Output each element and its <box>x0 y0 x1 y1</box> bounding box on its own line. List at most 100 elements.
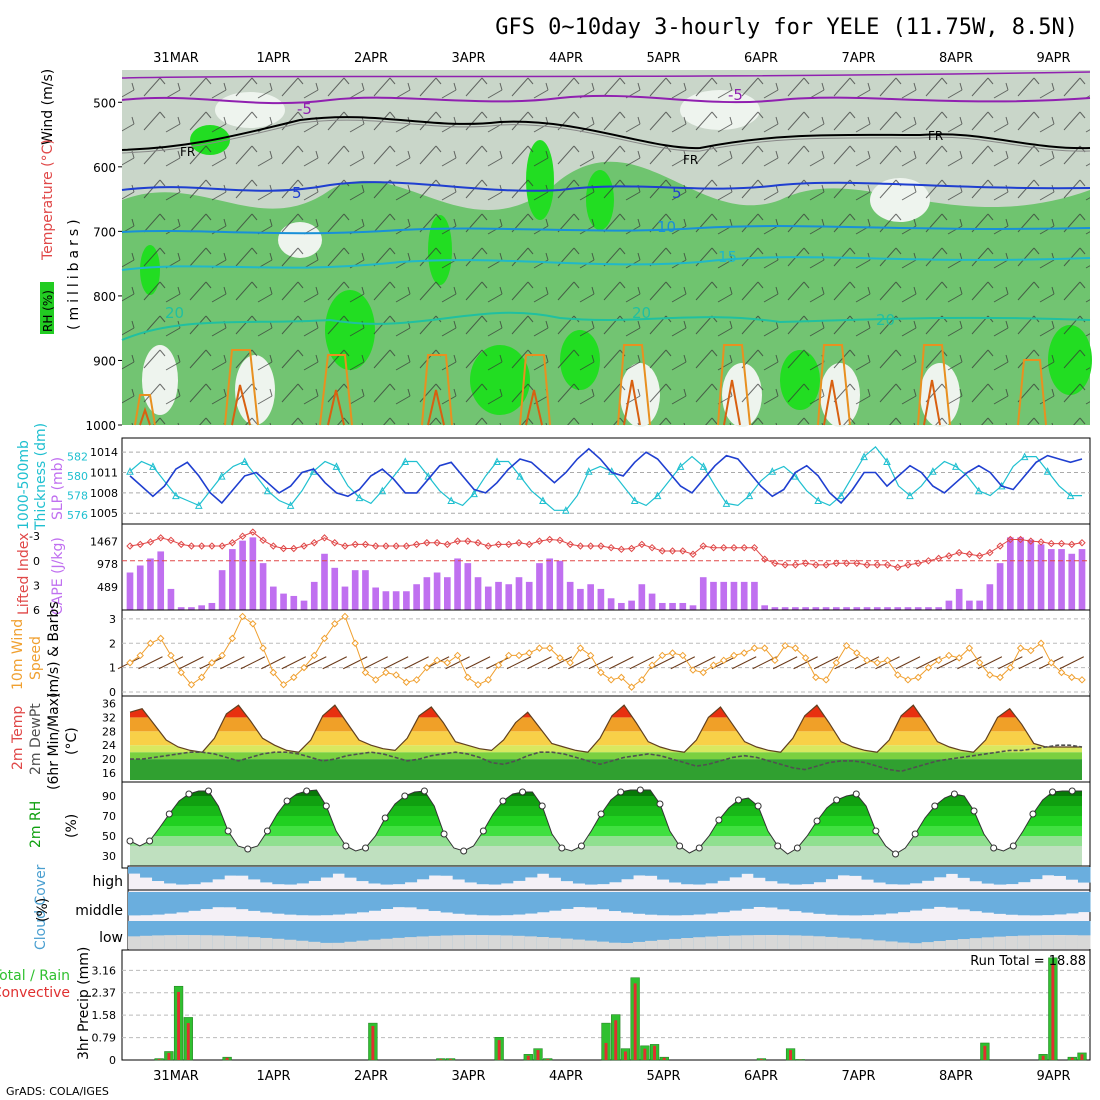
cape-bar <box>935 607 943 610</box>
cloud-middle-bar <box>428 892 442 911</box>
temp-unit-label: (°C) <box>64 727 80 755</box>
cloud-middle-bar <box>176 892 189 913</box>
wind-speed-line <box>129 615 1083 688</box>
cloud-low-bar <box>885 941 899 949</box>
cloud-high-bar <box>945 867 959 874</box>
wind-barb <box>916 656 941 670</box>
contour-label: 10 <box>657 218 676 236</box>
lifted-index-marker <box>371 542 380 550</box>
precip-convective-bar <box>546 1059 550 1060</box>
wind-speed-marker <box>597 668 605 677</box>
pressure-tick-label: 500 <box>93 96 116 110</box>
rh-marker <box>636 786 644 794</box>
cloud-cover-label: Cloud Cover <box>33 864 49 950</box>
cloud-low-bar <box>476 935 490 949</box>
lifted-index-marker <box>597 542 605 550</box>
wind-10m-label: 10m Wind <box>10 619 26 690</box>
cape-bar <box>658 602 666 610</box>
cloud-low-bar <box>873 940 887 949</box>
convective-label: Convective <box>0 985 70 1001</box>
lifted-index-marker <box>914 559 922 567</box>
thickness-marker <box>401 457 410 465</box>
cloud-high-bar <box>476 867 490 885</box>
cloud-middle-bar <box>789 892 802 912</box>
thickness-marker <box>699 462 708 470</box>
cape-bar <box>188 607 195 610</box>
cloud-middle-bar <box>200 892 213 910</box>
stability-frame <box>121 523 1091 611</box>
cloud-high-bar <box>933 867 947 878</box>
thickness-marker <box>263 486 272 495</box>
cloud-low-bg <box>320 921 333 949</box>
cape-tick-label: 978 <box>97 558 118 571</box>
date-label: 4APR <box>549 51 583 66</box>
cloud-low-bar <box>729 935 742 949</box>
cloud-middle-bar <box>729 892 742 911</box>
temp-tick-label: 36 <box>102 697 116 710</box>
cloud-low-bar <box>705 936 718 949</box>
cloud-low-bar <box>717 935 730 949</box>
cloud-middle-bar <box>476 892 490 916</box>
date-label: 7APR <box>841 1069 875 1084</box>
wind-barb-overlay <box>122 70 1090 425</box>
wind-speed-marker <box>812 673 820 682</box>
rh-marker <box>597 810 605 818</box>
cloud-low-bar <box>176 935 189 949</box>
cloud-high-bar <box>308 867 321 881</box>
lifted-index-marker <box>1078 539 1086 547</box>
lifted-index-marker <box>412 540 421 549</box>
cloud-low-bar <box>969 938 983 949</box>
precip-convective-bar <box>614 1020 618 1060</box>
rh-band <box>130 806 1082 816</box>
lifted-index-marker <box>453 537 462 545</box>
cloud-high-bar <box>128 867 141 874</box>
rh-marker <box>558 844 566 852</box>
rh-marker <box>676 842 684 850</box>
pressure-tick-label: 800 <box>93 290 116 304</box>
lifted-index-marker <box>668 547 677 555</box>
rh-marker <box>420 787 428 795</box>
rh-label: RH (%) <box>41 290 55 332</box>
wind-barb <box>261 656 286 670</box>
cape-bar <box>1047 549 1055 610</box>
rh-marker <box>479 827 487 835</box>
wind-speed-marker <box>709 661 718 669</box>
cloud-low-bar <box>801 935 814 949</box>
wind-barb <box>506 656 532 670</box>
cloud-high-bar <box>392 867 406 885</box>
wind-speed-marker <box>341 612 349 621</box>
cloud-middle-bar <box>669 892 682 916</box>
lifted-index-marker <box>341 542 349 550</box>
cloud-high-bar <box>1041 867 1055 876</box>
precip-convective-bar <box>526 1055 530 1060</box>
cloud-low-bar <box>200 935 213 949</box>
wind-barb <box>465 656 491 670</box>
cape-bar <box>556 560 564 610</box>
cloud-low-bar <box>633 941 646 949</box>
rh-marker <box>499 797 507 805</box>
rh-marker <box>165 810 173 818</box>
lifted-index-marker <box>545 535 554 544</box>
cloud-high-bar <box>164 867 177 884</box>
precip-plot: 0 0.79 1.58 2.37 3.16 <box>92 957 1090 1067</box>
cape-bar <box>648 593 656 610</box>
cloud-low-bar <box>945 940 959 949</box>
cloud-low-bar <box>1029 935 1043 949</box>
wind-speed-marker <box>484 676 492 684</box>
cloud-middle-bar <box>909 892 923 911</box>
cloud-high-bar <box>645 867 658 876</box>
cloud-low-bar <box>512 935 526 949</box>
date-label: 6APR <box>744 51 778 66</box>
cloud-middle-bar <box>657 892 670 916</box>
rh-tick-label: 30 <box>102 850 116 863</box>
cloud-high-bar <box>536 867 550 874</box>
cloud-high-bar <box>428 867 442 876</box>
temp-label: 2m Temp <box>10 706 26 770</box>
cape-bar <box>382 591 390 610</box>
cloud-low-bar <box>981 937 995 949</box>
cloud-low-bar <box>404 937 418 949</box>
rh-marker <box>695 844 703 852</box>
cloud-middle-bar <box>849 892 863 916</box>
cloud-high-bar <box>212 867 225 880</box>
precip-tick-label: 2.37 <box>92 987 117 1000</box>
